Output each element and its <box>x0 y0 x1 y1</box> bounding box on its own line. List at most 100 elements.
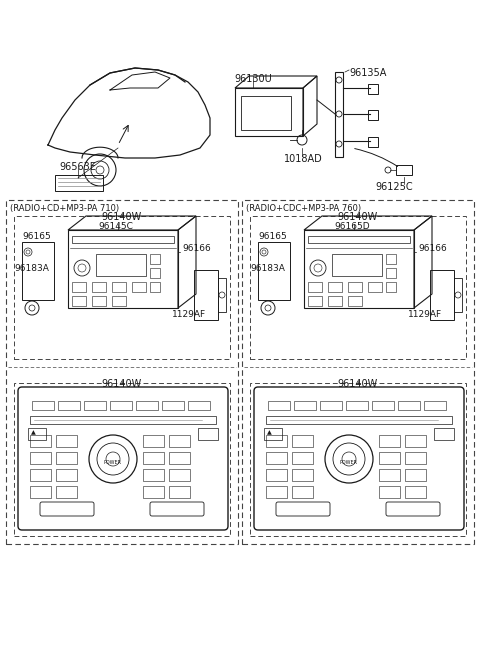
Bar <box>308 282 322 292</box>
Bar <box>328 296 342 306</box>
Bar <box>14 216 230 359</box>
Text: 96145C: 96145C <box>98 222 133 231</box>
Text: 96140W: 96140W <box>338 379 378 389</box>
Text: 96140W: 96140W <box>102 212 142 222</box>
Bar <box>292 486 313 498</box>
Bar <box>198 428 218 440</box>
Bar <box>292 435 313 447</box>
Bar <box>169 469 190 481</box>
Bar <box>132 282 146 292</box>
Bar <box>30 452 51 464</box>
Bar <box>72 236 174 243</box>
Bar <box>368 137 378 147</box>
Bar <box>150 254 160 264</box>
Bar <box>396 165 412 175</box>
Bar <box>6 200 238 544</box>
Bar <box>258 242 290 300</box>
Bar <box>250 216 466 359</box>
Bar <box>96 254 146 276</box>
Text: POWER: POWER <box>340 460 358 464</box>
Bar <box>92 296 106 306</box>
Text: 96165: 96165 <box>258 232 287 241</box>
Bar <box>150 282 160 292</box>
Text: 96140W: 96140W <box>338 212 378 222</box>
Text: 96165: 96165 <box>22 232 51 241</box>
Bar <box>398 401 420 410</box>
Bar <box>55 175 103 191</box>
Text: 96125C: 96125C <box>375 182 413 192</box>
Bar <box>56 435 77 447</box>
Bar <box>294 401 316 410</box>
Bar <box>14 383 230 536</box>
Bar <box>266 469 287 481</box>
Bar <box>194 270 218 320</box>
Bar <box>169 435 190 447</box>
Bar <box>266 435 287 447</box>
Bar <box>346 401 368 410</box>
Bar <box>112 296 126 306</box>
Bar <box>56 452 77 464</box>
Bar <box>58 401 80 410</box>
Bar <box>72 296 86 306</box>
Bar <box>405 435 426 447</box>
Bar <box>405 452 426 464</box>
Bar <box>266 486 287 498</box>
Bar <box>250 383 466 536</box>
Bar <box>242 200 474 544</box>
Bar <box>386 254 396 264</box>
Bar <box>30 486 51 498</box>
Bar <box>434 428 454 440</box>
Text: 96183A: 96183A <box>250 264 285 273</box>
Bar <box>112 282 126 292</box>
Bar <box>264 428 282 440</box>
Bar <box>188 401 210 410</box>
Bar <box>405 486 426 498</box>
Bar <box>335 72 343 157</box>
Bar <box>372 401 394 410</box>
Text: 96130U: 96130U <box>234 74 272 84</box>
Bar <box>368 282 382 292</box>
Text: 96563E: 96563E <box>60 162 96 172</box>
Text: POWER: POWER <box>104 460 122 464</box>
Bar <box>143 469 164 481</box>
Bar <box>241 96 291 130</box>
Bar <box>308 296 322 306</box>
Bar <box>162 401 184 410</box>
Bar <box>150 268 160 278</box>
Bar <box>28 428 46 440</box>
Bar <box>454 278 462 312</box>
Bar <box>386 268 396 278</box>
Bar <box>169 452 190 464</box>
Bar <box>424 401 446 410</box>
Text: (RADIO+CD+MP3-PA 710): (RADIO+CD+MP3-PA 710) <box>10 204 119 213</box>
Text: 1129AF: 1129AF <box>172 310 206 319</box>
Text: 96183A: 96183A <box>14 264 49 273</box>
Bar <box>56 486 77 498</box>
Bar <box>235 88 303 136</box>
Bar <box>348 282 362 292</box>
Bar <box>268 401 290 410</box>
Text: ▲: ▲ <box>267 430 272 435</box>
Bar <box>84 401 106 410</box>
Bar <box>368 84 378 94</box>
Bar <box>430 270 454 320</box>
Bar <box>30 416 216 424</box>
Bar <box>308 236 410 243</box>
Bar <box>92 282 106 292</box>
Bar <box>368 110 378 120</box>
Bar <box>379 452 400 464</box>
Bar <box>72 282 86 292</box>
Bar <box>143 452 164 464</box>
Bar <box>386 282 396 292</box>
Bar <box>292 469 313 481</box>
Text: 96135A: 96135A <box>349 68 386 78</box>
Bar <box>332 254 382 276</box>
Bar <box>110 401 132 410</box>
Bar <box>169 486 190 498</box>
Text: 1018AD: 1018AD <box>284 154 323 164</box>
Bar <box>68 230 178 308</box>
Bar <box>136 401 158 410</box>
Text: 96140W: 96140W <box>102 379 142 389</box>
Bar <box>30 469 51 481</box>
Bar <box>218 278 226 312</box>
